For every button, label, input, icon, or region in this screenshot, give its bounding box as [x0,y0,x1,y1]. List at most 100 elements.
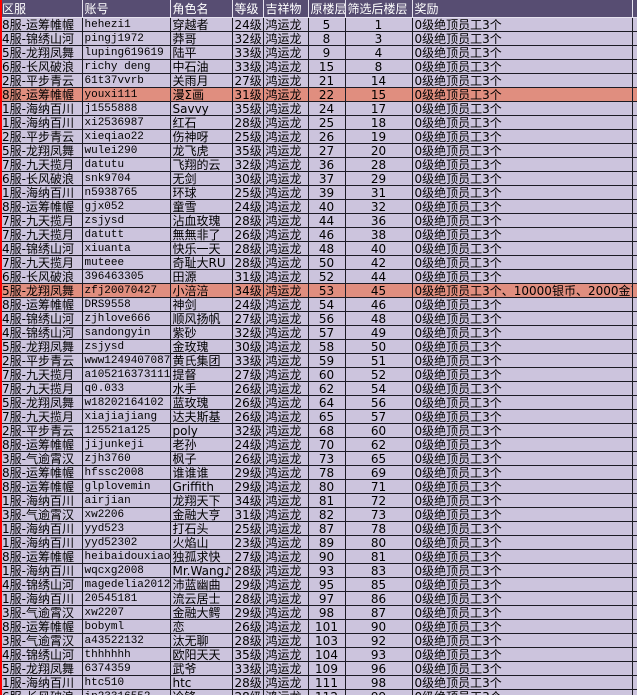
cell-character[interactable]: 恋 [170,619,233,634]
cell-original-floor[interactable]: 15 [308,59,346,74]
cell-level[interactable]: 32级 [232,423,264,438]
cell-server[interactable]: 7服-九天揽月 [0,157,83,172]
cell-reward[interactable]: 0级绝顶员工3个 [412,381,633,396]
cell-extra[interactable] [632,563,637,578]
cell-level[interactable]: 35级 [232,647,264,662]
cell-extra[interactable] [632,311,637,326]
cell-reward[interactable]: 0级绝顶员工3个 [412,479,633,494]
cell-extra[interactable] [632,241,637,256]
column-header-original-floor[interactable]: 原楼层 [308,0,346,18]
cell-account[interactable]: gjx052 [82,199,171,214]
cell-original-floor[interactable]: 93 [308,563,346,578]
cell-account[interactable]: magedelia2012 [82,577,171,592]
cell-mascot[interactable]: 鸿运龙 [263,633,309,648]
cell-mascot[interactable]: 鸿运龙 [263,31,309,46]
cell-original-floor[interactable]: 9 [308,45,346,60]
cell-extra[interactable] [632,339,637,354]
cell-mascot[interactable]: 鸿运龙 [263,269,309,284]
cell-filtered-floor[interactable]: 20 [345,143,413,158]
cell-extra[interactable] [632,227,637,242]
cell-original-floor[interactable]: 90 [308,549,346,564]
cell-account[interactable]: glplovemin [82,479,171,494]
cell-reward[interactable]: 0级绝顶员工3个 [412,493,633,508]
cell-account[interactable]: wqcxg2008 [82,563,171,578]
cell-server[interactable]: 8服-运筹帷幄 [0,619,83,634]
cell-server[interactable]: 8服-运筹帷幄 [0,437,83,452]
cell-server[interactable]: 1服-海纳百川 [0,493,83,508]
cell-character[interactable]: 流云居士 [170,591,233,606]
cell-extra[interactable] [632,549,637,564]
cell-mascot[interactable]: 鸿运龙 [263,591,309,606]
cell-original-floor[interactable]: 95 [308,577,346,592]
cell-extra[interactable] [632,675,637,690]
cell-mascot[interactable]: 鸿运龙 [263,157,309,172]
cell-extra[interactable] [632,325,637,340]
cell-original-floor[interactable]: 8 [308,31,346,46]
cell-level[interactable]: 31级 [232,87,264,102]
cell-filtered-floor[interactable]: 46 [345,297,413,312]
cell-account[interactable]: htc510 [82,675,171,690]
cell-account[interactable]: xw2206 [82,507,171,522]
cell-level[interactable]: 28级 [232,115,264,130]
cell-level[interactable]: 26级 [232,395,264,410]
cell-filtered-floor[interactable]: 86 [345,591,413,606]
cell-filtered-floor[interactable]: 14 [345,73,413,88]
cell-reward[interactable]: 0级绝顶员工3个 [412,661,633,676]
cell-extra[interactable] [632,101,637,116]
cell-server[interactable]: 4服-锦绣山河 [0,311,83,326]
cell-character[interactable]: 达夫斯基 [170,409,233,424]
cell-character[interactable]: 欧阳天天 [170,647,233,662]
cell-filtered-floor[interactable]: 51 [345,353,413,368]
cell-account[interactable]: zsjysd [82,339,171,354]
cell-extra[interactable] [632,409,637,424]
cell-reward[interactable]: 0级绝顶员工3个 [412,339,633,354]
cell-mascot[interactable]: 鸿运龙 [263,171,309,186]
cell-reward[interactable]: 0级绝顶员工3个 [412,129,633,144]
cell-mascot[interactable]: 鸿运龙 [263,479,309,494]
cell-account[interactable]: w18202164102 [82,395,171,410]
cell-reward[interactable]: 0级绝顶员工3个 [412,255,633,270]
cell-extra[interactable] [632,157,637,172]
cell-server[interactable]: 1服-海纳百川 [0,591,83,606]
cell-reward[interactable]: 0级绝顶员工3个 [412,241,633,256]
cell-extra[interactable] [632,647,637,662]
cell-original-floor[interactable]: 46 [308,227,346,242]
cell-level[interactable]: 28级 [232,689,264,695]
cell-mascot[interactable]: 鸿运龙 [263,507,309,522]
cell-character[interactable]: Griffith [170,479,233,494]
cell-account[interactable]: youxi111 [82,87,171,102]
cell-reward[interactable]: 0级绝顶员工3个 [412,395,633,410]
cell-account[interactable]: j1555888 [82,101,171,116]
cell-level[interactable]: 28级 [232,675,264,690]
cell-mascot[interactable]: 鸿运龙 [263,549,309,564]
cell-server[interactable]: 8服-运筹帷幄 [0,297,83,312]
cell-server[interactable]: 5服-龙翔凤舞 [0,283,83,298]
cell-server[interactable]: 7服-九天揽月 [0,367,83,382]
cell-account[interactable]: jijunkeji [82,437,171,452]
cell-character[interactable]: 关雨月 [170,73,233,88]
cell-original-floor[interactable]: 98 [308,605,346,620]
cell-original-floor[interactable]: 112 [308,689,346,695]
cell-account[interactable]: wulei290 [82,143,171,158]
cell-original-floor[interactable]: 36 [308,157,346,172]
cell-original-floor[interactable]: 57 [308,325,346,340]
cell-character[interactable]: 龙翔天下 [170,493,233,508]
cell-server[interactable]: 8服-运筹帷幄 [0,87,83,102]
cell-filtered-floor[interactable]: 50 [345,339,413,354]
cell-account[interactable]: datutu [82,157,171,172]
cell-filtered-floor[interactable]: 42 [345,255,413,270]
cell-character[interactable]: 火焰山 [170,535,233,550]
cell-server[interactable]: 1服-海纳百川 [0,535,83,550]
cell-account[interactable]: 61t37vvrb [82,73,171,88]
cell-character[interactable]: 穿越者 [170,17,233,32]
cell-mascot[interactable]: 鸿运龙 [263,367,309,382]
cell-level[interactable]: 23级 [232,535,264,550]
cell-account[interactable]: snk9704 [82,171,171,186]
cell-reward[interactable]: 0级绝顶员工3个 [412,31,633,46]
cell-filtered-floor[interactable]: 60 [345,423,413,438]
cell-server[interactable]: 3服-气逾霄汉 [0,633,83,648]
cell-mascot[interactable]: 鸿运龙 [263,297,309,312]
cell-mascot[interactable]: 鸿运龙 [263,339,309,354]
cell-server[interactable]: 6服-长风破浪 [0,689,83,695]
cell-server[interactable]: 2服-平步青云 [0,129,83,144]
